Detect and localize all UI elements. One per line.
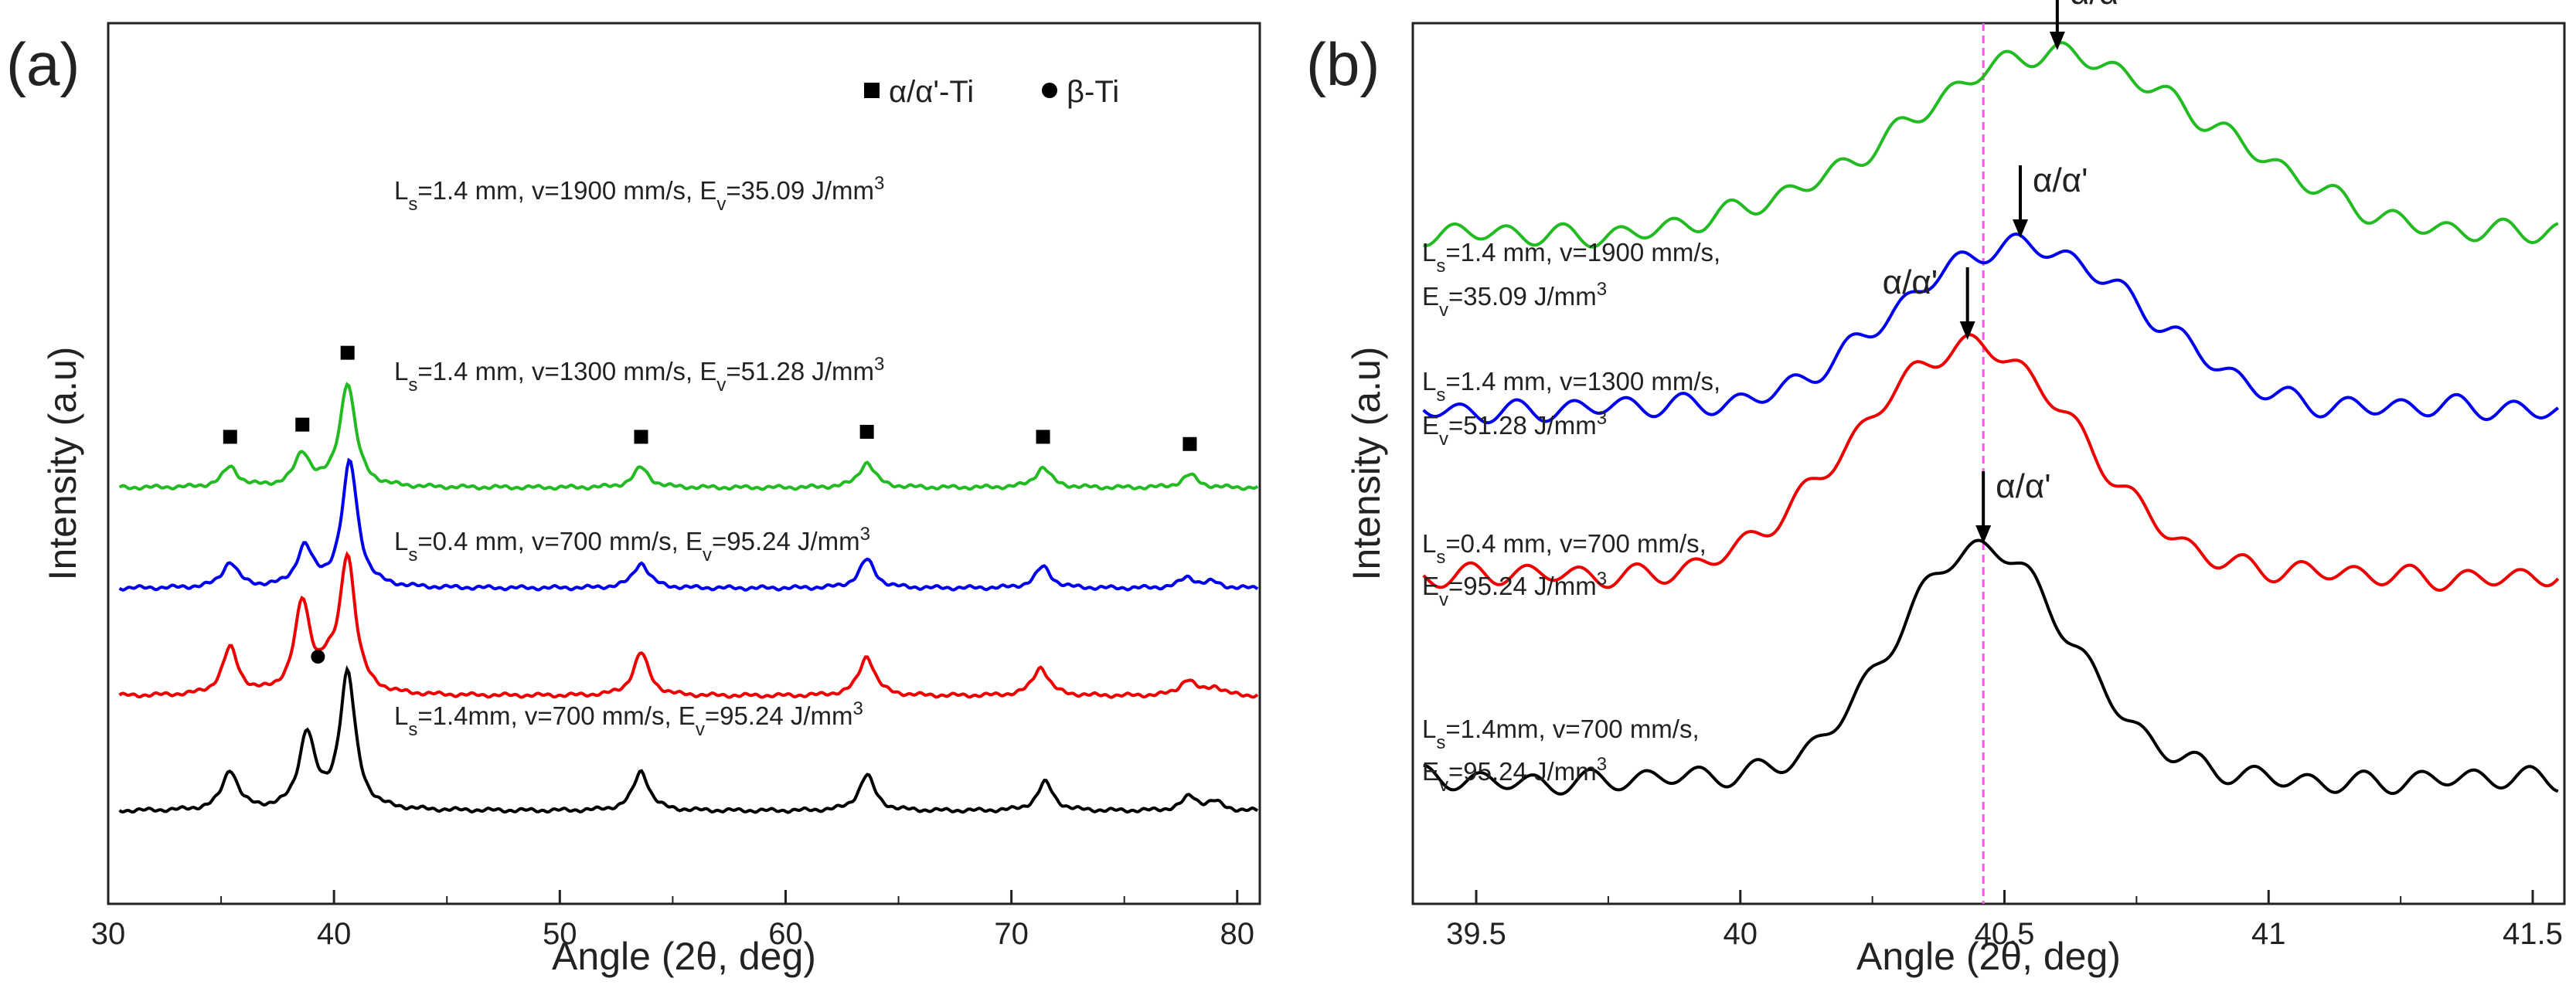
panel-b-series-label-line1: Ls=1.4 mm, v=1300 mm/s,: [1422, 367, 1720, 406]
panel-b-label: (b): [1306, 30, 1380, 98]
peak-alpha-label: α/α': [1883, 263, 1938, 301]
panel-b-series-line: [1422, 333, 2560, 593]
alpha-phase-marker: [859, 424, 874, 439]
legend-beta-marker: [1042, 83, 1057, 98]
panel-a-phase-markers: [223, 345, 1197, 664]
peak-arrow-head: [2049, 32, 2065, 50]
legend-alpha-marker: [864, 83, 880, 98]
panel-b-series-line: [1423, 41, 2559, 249]
panel-a-x-tick-label: 30: [91, 917, 126, 951]
panel-a-series-line: [118, 664, 1259, 814]
panel-a-x-tick-label: 70: [994, 917, 1029, 951]
panel-b-series-label-line2: Ev=35.09 J/mm3: [1422, 279, 1607, 321]
panel-b-y-axis-title: Intensity (a.u): [1345, 347, 1388, 581]
panel-b-plot-frame: [1411, 22, 2566, 905]
peak-arrow-head: [1959, 321, 1975, 340]
panel-a-x-tick-label: 80: [1220, 917, 1255, 951]
legend-alpha-label: α/α'-Ti: [889, 75, 974, 109]
panel-b-x-tick-label: 41.5: [2503, 917, 2563, 951]
panel-a-x-tick-label: 60: [768, 917, 803, 951]
panel-a-series-label: Ls=0.4 mm, v=700 mm/s, Ev=95.24 J/mm3: [394, 524, 870, 565]
panel-b-series-line: [1422, 233, 2560, 425]
panel-a-label: (a): [6, 30, 80, 98]
panel-a-series-labels: Ls=1.4mm, v=700 mm/s, Ev=95.24 J/mm3 Ls=0…: [394, 173, 884, 740]
panel-b-x-tick-label: 39.5: [1446, 917, 1506, 951]
panel-b-curves: [1422, 41, 2560, 796]
panel-b-series-label-line2: Ev=95.24 J/mm3: [1422, 754, 1607, 796]
panel-a-series-label: Ls=1.4mm, v=700 mm/s, Ev=95.24 J/mm3: [394, 698, 863, 740]
peak-arrow-head: [1975, 525, 1992, 544]
panel-a-x-ticks: 30 40 50 60 70 80: [91, 890, 1254, 951]
alpha-phase-marker: [1036, 430, 1050, 444]
peak-alpha-label: α/α': [2033, 161, 2088, 199]
panel-a-y-axis-title: Intensity (a.u): [41, 347, 84, 581]
panel-b-series-label-line2: Ev=95.24 J/mm3: [1422, 569, 1607, 610]
panel-a-curves: [118, 382, 1259, 814]
panel-b-x-ticks: 39.5 40 40.5 41 41.5: [1446, 890, 2563, 951]
panel-b-x-tick-label: 41: [2251, 917, 2286, 951]
panel-b-peak-arrows: α/α' α/α' α/α' α/α': [1883, 0, 2125, 544]
panel-b: (b) 39.5 40 40.5 41 41.5 Ls=1.4mm, v=700 mm/…: [1306, 0, 2566, 978]
panel-b-series-label-line1: Ls=1.4 mm, v=1900 mm/s,: [1422, 238, 1720, 277]
peak-arrow-head: [2013, 219, 2029, 238]
panel-b-series-labels: Ls=1.4mm, v=700 mm/s,Ev=95.24 J/mm3Ls=0.…: [1422, 238, 1720, 796]
panel-a-series-label: Ls=1.4 mm, v=1300 mm/s, Ev=51.28 J/mm3: [394, 354, 884, 396]
alpha-phase-marker: [295, 417, 310, 432]
panel-b-x-tick-label: 40: [1724, 917, 1758, 951]
beta-phase-marker: [311, 650, 325, 664]
panel-b-series-line: [1423, 538, 2559, 796]
peak-alpha-label: α/α': [2070, 0, 2125, 12]
panel-a-x-axis-title: Angle (2θ, deg): [552, 935, 816, 978]
panel-b-series-label-line1: Ls=0.4 mm, v=700 mm/s,: [1422, 529, 1707, 568]
panel-a-series-line: [118, 551, 1259, 699]
legend-beta-label: β-Ti: [1067, 75, 1119, 109]
panel-a-x-tick-label: 40: [317, 917, 352, 951]
panel-a-plot-frame: [107, 22, 1261, 905]
panel-b-series-label-line1: Ls=1.4mm, v=700 mm/s,: [1422, 715, 1700, 753]
panel-a: (a) 30 40 50 60 70 80 Ls=1.4mm, v=700 mm/s, E…: [6, 22, 1261, 978]
panel-a-legend: α/α'-Ti β-Ti: [864, 75, 1119, 109]
alpha-phase-marker: [1183, 436, 1197, 451]
panel-a-series-line: [118, 382, 1259, 491]
peak-alpha-label: α/α': [1996, 467, 2051, 505]
panel-b-x-tick-label: 40.5: [1975, 917, 2035, 951]
panel-a-x-tick-label: 50: [543, 917, 577, 951]
panel-a-series-label: Ls=1.4 mm, v=1900 mm/s, Ev=35.09 J/mm3: [394, 173, 884, 215]
panel-a-series-line: [118, 457, 1259, 592]
alpha-phase-marker: [340, 345, 355, 360]
panel-b-series-label-line2: Ev=51.28 J/mm3: [1422, 408, 1607, 450]
alpha-phase-marker: [223, 430, 237, 444]
alpha-phase-marker: [634, 430, 648, 444]
panel-b-x-axis-title: Angle (2θ, deg): [1856, 935, 2121, 978]
